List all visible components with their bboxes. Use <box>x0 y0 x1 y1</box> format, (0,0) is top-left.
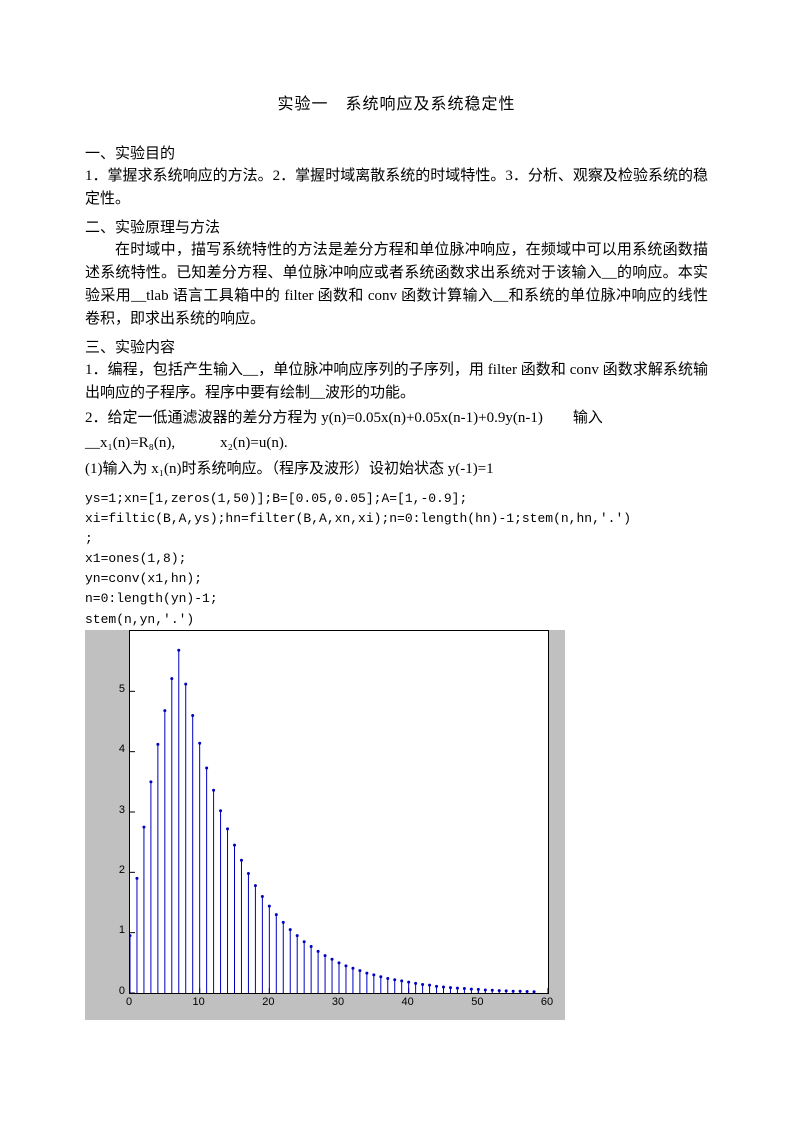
section-3-item2a: 2．给定一低通滤波器的差分方程为 y(n)=0.05x(n)+0.05x(n-1… <box>85 407 708 430</box>
y-tick-label: 3 <box>101 804 125 816</box>
section-1-head: 一、实验目的 <box>85 142 708 163</box>
code-block: ys=1;xn=[1,zeros(1,50)];B=[0.05,0.05];A=… <box>85 489 708 630</box>
section-3-item2b: __x₁(n)=R₈(n), x₂(n)=u(n). <box>85 432 708 455</box>
x-tick-label: 10 <box>187 996 211 1008</box>
section-3-item3: (1)输入为 x₁(n)时系统响应。（程序及波形）设初始状态 y(-1)=1 <box>85 458 708 481</box>
section-1-body: 1．掌握求系统响应的方法。2．掌握时域离散系统的时域特性。3．分析、观察及检验系… <box>85 165 708 212</box>
x-tick-label: 50 <box>465 996 489 1008</box>
plot-area <box>129 630 549 994</box>
y-tick-label: 4 <box>101 743 125 755</box>
section-2-body: 在时域中，描写系统特性的方法是差分方程和单位脉冲响应，在频域中可以用系统函数描述… <box>85 239 708 332</box>
page-title: 实验一 系统响应及系统稳定性 <box>85 90 708 114</box>
y-tick-label: 1 <box>101 924 125 936</box>
x-tick-label: 30 <box>326 996 350 1008</box>
section-2-head: 二、实验原理与方法 <box>85 216 708 237</box>
stem-chart: 0 10 20 30 40 50 60 0 1 2 3 4 5 <box>85 630 565 1020</box>
x-tick-label: 60 <box>535 996 559 1008</box>
y-tick-label: 0 <box>101 985 125 997</box>
y-tick-label: 5 <box>101 683 125 695</box>
x-tick-label: 20 <box>256 996 280 1008</box>
section-3-item1: 1．编程，包括产生输入__，单位脉冲响应序列的子序列，用 filter 函数和 … <box>85 359 708 406</box>
x-tick-label: 40 <box>396 996 420 1008</box>
x-tick-label: 0 <box>117 996 141 1008</box>
y-tick-label: 2 <box>101 864 125 876</box>
section-3-head: 三、实验内容 <box>85 336 708 357</box>
